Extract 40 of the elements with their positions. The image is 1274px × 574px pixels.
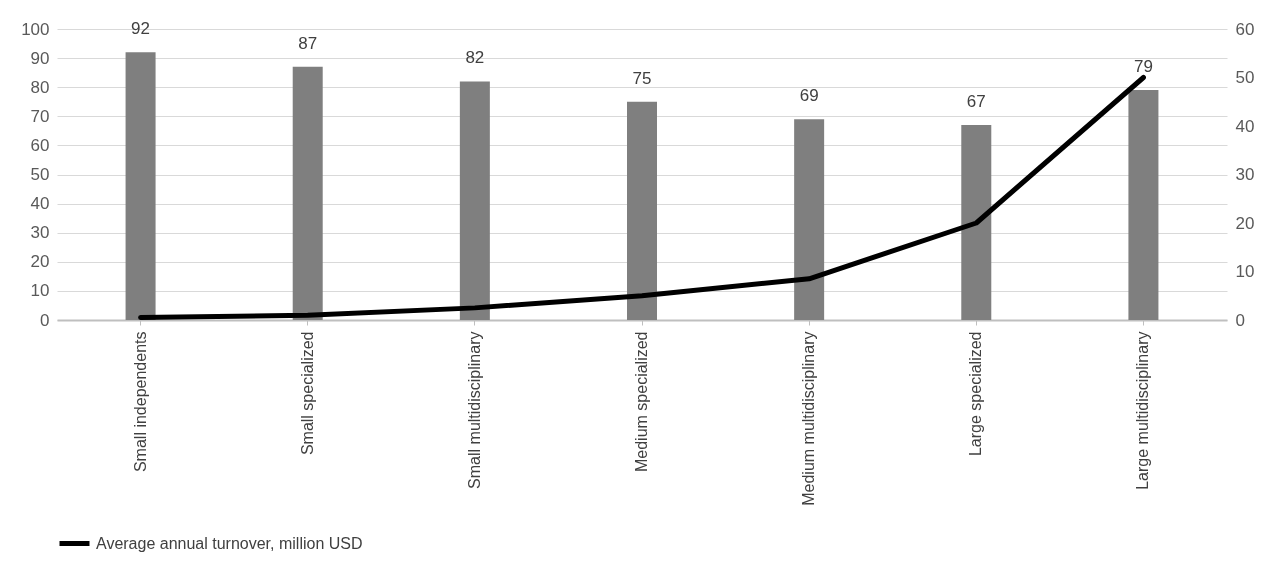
data-label: 75 [632,68,652,88]
y-tick-label: 80 [30,77,50,97]
x-tick-label: Medium specialized [633,331,650,473]
x-tick-label: Small independents [131,331,149,473]
data-label: 82 [465,48,485,68]
bar [961,125,992,320]
y-tick-label: 50 [30,165,50,184]
x-tick-label: Large specialized [967,331,985,457]
bar [292,66,323,320]
x-tick-label: Large multidisciplinary [1134,331,1152,490]
data-label: 69 [799,86,819,106]
y2-tick-label: 10 [1235,262,1255,281]
y-tick-label: 10 [30,281,50,301]
y2-tick-label: 50 [1235,68,1255,87]
y2-tick-label: 40 [1235,116,1255,136]
y-tick-label: 90 [30,48,50,68]
y2-tick-label: 60 [1235,19,1255,39]
x-tick-label: Small specialized [298,331,316,456]
bar [794,119,825,320]
y-tick-label: 30 [30,223,50,243]
y-tick-label: 0 [40,310,50,330]
y-tick-label: 20 [30,252,50,272]
y2-tick-label: 20 [1235,213,1255,233]
y-tick-label: 40 [30,194,50,214]
y-tick-label: 100 [21,19,50,39]
bar [627,101,657,320]
bar [459,81,490,320]
x-tick-label: Medium multidisciplinary [800,331,818,506]
y-tick-label: 70 [30,106,50,126]
y2-tick-label: 30 [1235,165,1255,184]
legend-label: Average annual turnover, million USD [96,534,363,552]
data-label: 87 [298,33,318,53]
bar [1128,90,1159,320]
y-tick-label: 60 [30,135,50,155]
y2-tick-label: 0 [1235,310,1245,330]
data-label: 79 [1133,57,1153,77]
data-label: 92 [131,19,151,39]
data-label: 67 [966,92,986,112]
bar [125,52,156,320]
x-tick-label: Small multidisciplinary [465,331,483,489]
